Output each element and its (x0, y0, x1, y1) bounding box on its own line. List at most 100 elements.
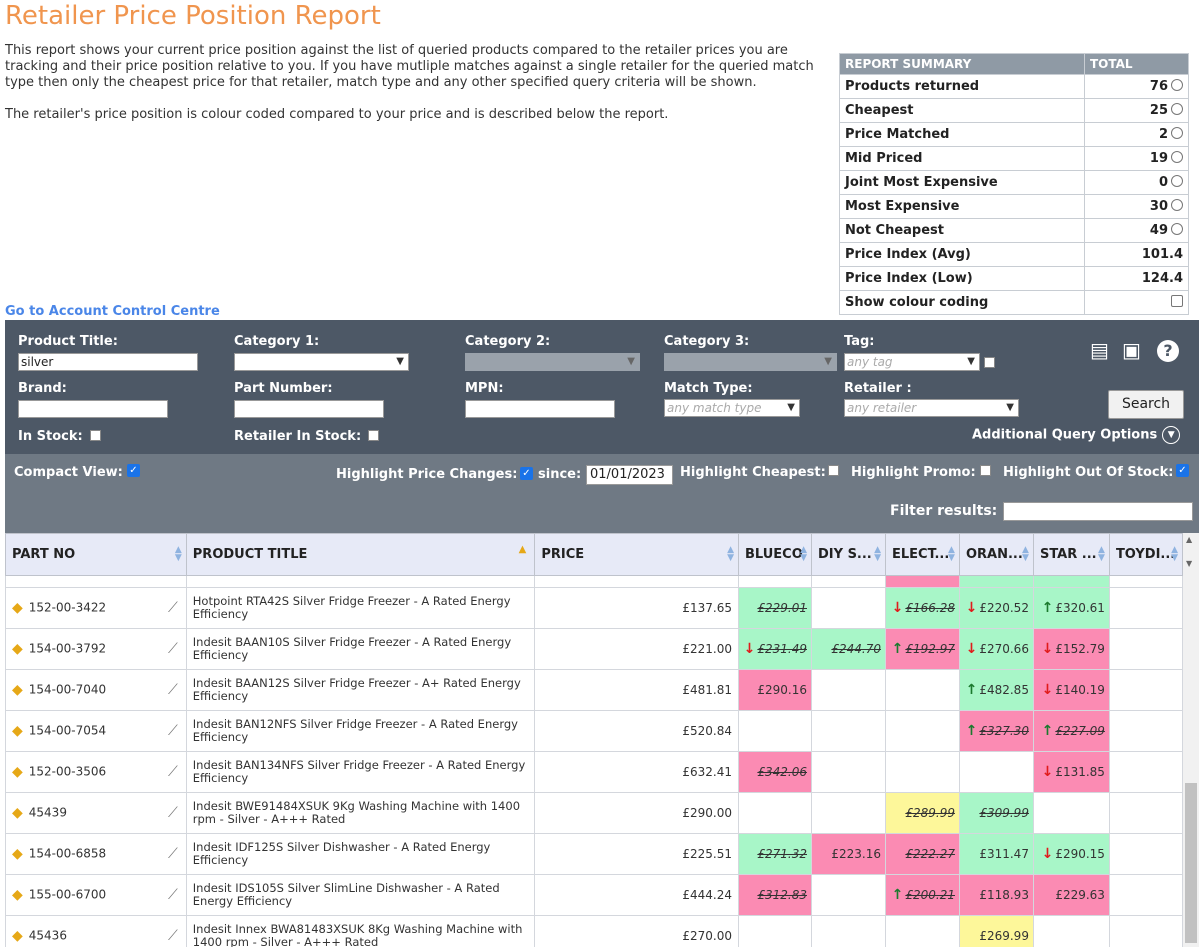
retailer-price-cell[interactable] (1108, 874, 1183, 916)
part-number-input[interactable] (234, 400, 384, 418)
retailer-price-cell[interactable] (1108, 792, 1183, 834)
additional-query-options[interactable]: Additional Query Options ▼ (972, 426, 1181, 444)
retailer-price-cell[interactable]: ↓ £140.19 (1032, 669, 1110, 711)
retailer-price-cell[interactable]: ↑ £227.09 (1032, 710, 1110, 752)
retailer-price-cell[interactable] (1108, 833, 1183, 875)
retailer-price-cell[interactable]: £289.99 (884, 792, 960, 834)
price-tag-icon[interactable]: ◆ (12, 641, 23, 657)
sort-icon[interactable]: ▲ ▼ (1171, 545, 1178, 563)
price-tag-icon[interactable]: ◆ (12, 764, 23, 780)
column-header[interactable]: STAR ... ▲ ▼ (1032, 533, 1110, 576)
retailer-price-cell[interactable]: ↓ £231.49 (738, 628, 812, 670)
tag-select[interactable]: any tag ▼ (844, 353, 980, 371)
retailer-price-cell[interactable] (1108, 710, 1183, 752)
spreadsheet-icon[interactable]: ▤ (1090, 338, 1109, 362)
price-tag-icon[interactable]: ◆ (12, 805, 23, 821)
table-row[interactable]: ◆ 154-00-6858 ⟋ Indesit IDF125S Silver Dish… (5, 833, 1183, 875)
trend-chart-icon[interactable]: ⟋ (167, 805, 178, 821)
summary-filter-radio[interactable] (1171, 175, 1183, 187)
retailer-price-cell[interactable] (811, 915, 886, 947)
table-row[interactable]: ◆ 155-00-6700 ⟋ Indesit IDS105S Silver Slim… (5, 874, 1183, 916)
price-tag-icon[interactable]: ◆ (12, 600, 23, 616)
column-header[interactable]: DIY S... ▲ ▼ (811, 533, 886, 576)
retailer-price-cell[interactable]: ↓ £290.15 (1032, 833, 1110, 875)
compact-view-checkbox[interactable]: ✓ (127, 464, 140, 477)
retailer-price-cell[interactable] (1108, 669, 1183, 711)
retailer-price-cell[interactable]: £311.47 (958, 833, 1034, 875)
retailer-price-cell[interactable] (811, 751, 886, 793)
retailer-price-cell[interactable]: ↓ £270.66 (958, 628, 1034, 670)
scrollbar-thumb[interactable] (1185, 783, 1197, 943)
retailer-price-cell[interactable] (811, 710, 886, 752)
category-2-select[interactable]: ▼ (465, 353, 640, 371)
grid-scrollbar[interactable]: ▲ ▼ (1183, 533, 1199, 947)
scroll-up-icon[interactable]: ▲ (1186, 535, 1193, 544)
trend-chart-icon[interactable]: ⟋ (167, 682, 178, 698)
column-header[interactable]: TOYDI... ▲ ▼ (1108, 533, 1183, 576)
retailer-price-cell[interactable] (1108, 587, 1183, 629)
column-header[interactable]: PART NO ▲ ▼ (5, 533, 187, 576)
since-date-input[interactable]: 01/01/2023 (586, 465, 673, 485)
sort-ascending-icon[interactable]: ▲ (518, 544, 527, 555)
retailer-price-cell[interactable]: £312.83 (738, 874, 812, 916)
summary-filter-radio[interactable] (1171, 223, 1183, 235)
trend-chart-icon[interactable]: ⟋ (167, 764, 178, 780)
retailer-price-cell[interactable] (811, 669, 886, 711)
highlight-price-changes-checkbox[interactable]: ✓ (520, 467, 533, 480)
trend-chart-icon[interactable]: ⟋ (167, 600, 178, 616)
summary-filter-radio[interactable] (1171, 199, 1183, 211)
retailer-price-cell[interactable]: £223.16 (811, 833, 886, 875)
account-control-centre-link[interactable]: Go to Account Control Centre (5, 304, 220, 319)
retailer-price-cell[interactable] (1108, 915, 1183, 947)
trend-chart-icon[interactable]: ⟋ (167, 723, 178, 739)
trend-chart-icon[interactable]: ⟋ (167, 641, 178, 657)
retailer-price-cell[interactable]: ↑ £327.30 (958, 710, 1034, 752)
retailer-select[interactable]: any retailer ▼ (844, 399, 1019, 417)
sort-icon[interactable]: ▲ ▼ (1022, 545, 1029, 563)
retailer-price-cell[interactable] (1032, 792, 1110, 834)
retailer-price-cell[interactable]: £244.70 (811, 628, 886, 670)
sort-icon[interactable]: ▲ ▼ (1098, 545, 1105, 563)
table-row[interactable]: ◆ 152-00-3422 ⟋ Hotpoint RTA42S Silver Frid… (5, 587, 1183, 629)
scroll-down-icon[interactable]: ▼ (1186, 559, 1193, 568)
retailer-price-cell[interactable]: £271.32 (738, 833, 812, 875)
retailer-price-cell[interactable] (738, 792, 812, 834)
save-icon[interactable]: ▣ (1122, 338, 1141, 362)
retailer-price-cell[interactable] (811, 874, 886, 916)
retailer-price-cell[interactable] (738, 915, 812, 947)
filter-results-input[interactable] (1003, 502, 1193, 521)
retailer-price-cell[interactable] (884, 669, 960, 711)
help-icon[interactable]: ? (1157, 340, 1179, 362)
mpn-input[interactable] (465, 400, 615, 418)
table-row[interactable]: ◆ 154-00-7054 ⟋ Indesit BAN12NFS Silver Fri… (5, 710, 1183, 752)
retailer-price-cell[interactable]: £290.16 (738, 669, 812, 711)
trend-chart-icon[interactable]: ⟋ (167, 887, 178, 903)
retailer-price-cell[interactable] (811, 792, 886, 834)
retailer-price-cell[interactable]: £118.93 (958, 874, 1034, 916)
highlight-cheapest-checkbox[interactable] (828, 465, 839, 476)
retailer-price-cell[interactable]: £309.99 (958, 792, 1034, 834)
table-row[interactable]: ◆ 45436 ⟋ Indesit Innex BWA81483XSUK 8Kg Wa… (5, 915, 1183, 947)
retailer-price-cell[interactable]: ↓ £220.52 (958, 587, 1034, 629)
column-header[interactable]: PRICE ▲ ▼ (534, 533, 740, 576)
table-row[interactable]: ◆ 152-00-3506 ⟋ Indesit BAN134NFS Silver Fr… (5, 751, 1183, 793)
summary-filter-radio[interactable] (1171, 103, 1183, 115)
retailer-in-stock-checkbox[interactable] (368, 430, 379, 441)
retailer-price-cell[interactable]: ↓ £131.85 (1032, 751, 1110, 793)
column-header[interactable]: ELECT... ▲ ▼ (884, 533, 960, 576)
retailer-price-cell[interactable]: £229.01 (738, 587, 812, 629)
retailer-price-cell[interactable]: £222.27 (884, 833, 960, 875)
price-tag-icon[interactable]: ◆ (12, 682, 23, 698)
column-header[interactable]: ORAN... ▲ ▼ (958, 533, 1034, 576)
sort-icon[interactable]: ▲ ▼ (800, 545, 807, 563)
price-tag-icon[interactable]: ◆ (12, 846, 23, 862)
summary-filter-radio[interactable] (1171, 151, 1183, 163)
retailer-price-cell[interactable] (884, 710, 960, 752)
retailer-price-cell[interactable] (1108, 628, 1183, 670)
product-title-input[interactable]: silver (18, 353, 198, 371)
table-row[interactable]: ◆ 45439 ⟋ Indesit BWE91484XSUK 9Kg Washing … (5, 792, 1183, 834)
highlight-out-of-stock-checkbox[interactable]: ✓ (1176, 464, 1189, 477)
tag-checkbox[interactable] (984, 357, 995, 368)
summary-filter-radio[interactable] (1171, 79, 1183, 91)
retailer-price-cell[interactable] (1108, 751, 1183, 793)
